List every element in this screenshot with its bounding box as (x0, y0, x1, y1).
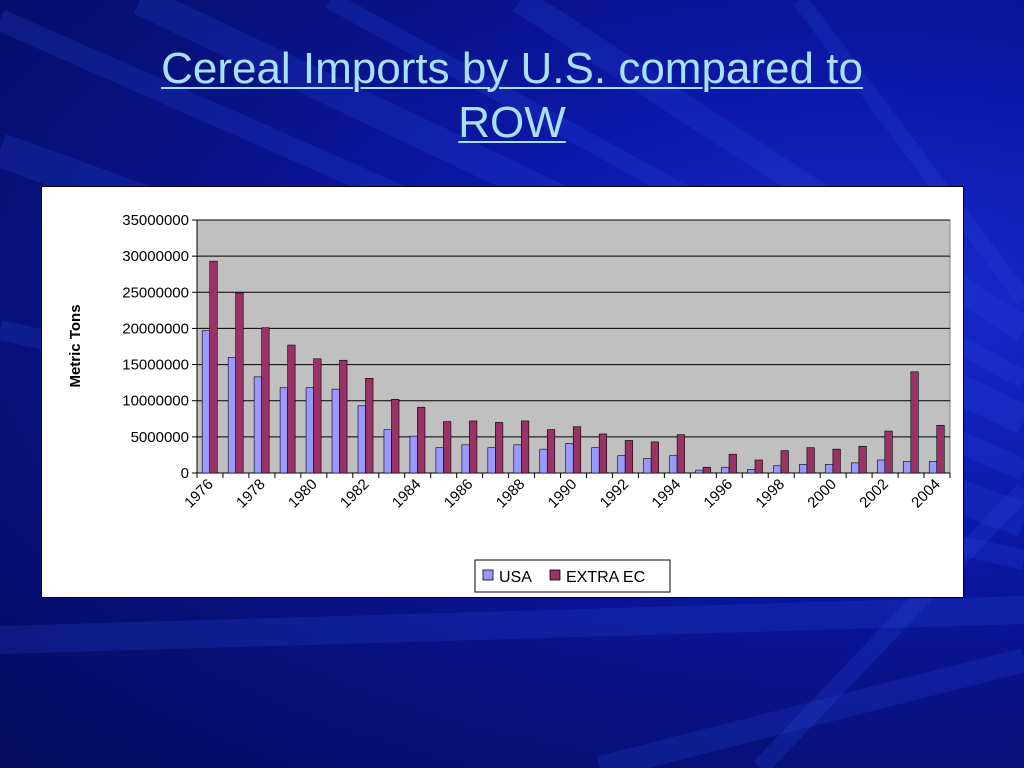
bar-extra-ec-1980 (313, 358, 322, 474)
bar-chart: 0 5000000 10000000 15000000 20000000 25000000… (67, 212, 951, 593)
bar-extra-ec-2001 (858, 445, 867, 474)
bar-extra-ec-1988 (521, 420, 530, 474)
bar-extra-ec-2004 (936, 424, 945, 474)
bar-usa-1985 (435, 447, 444, 474)
bar-usa-1979 (279, 387, 288, 474)
x-tick-label: 2002 (856, 476, 892, 512)
bar-extra-ec-2003 (910, 371, 919, 474)
x-tick-label: 1994 (649, 476, 685, 512)
x-tick-label: 1992 (597, 476, 633, 512)
bar-usa-2002 (876, 459, 886, 474)
x-tick-label: 1980 (285, 476, 321, 512)
bar-extra-ec-1979 (287, 344, 296, 474)
bar-usa-1995 (695, 469, 704, 474)
x-tick-label: 1996 (701, 476, 737, 512)
bar-usa-1998 (773, 465, 782, 474)
bar-usa-1994 (669, 455, 678, 474)
legend: USA EXTRA EC (474, 559, 671, 593)
bar-usa-1996 (721, 466, 730, 474)
bar-usa-1989 (539, 448, 548, 474)
chart-frame: 0 5000000 10000000 15000000 20000000 25000000… (41, 186, 964, 598)
bar-usa-1980 (305, 387, 314, 474)
y-axis-label: Metric Tons (67, 304, 84, 387)
x-tick-label: 1982 (337, 476, 373, 512)
bar-usa-1977 (227, 357, 236, 474)
bars (201, 260, 945, 474)
y-axis: 0 5000000 10000000 15000000 20000000 25000000… (122, 212, 198, 482)
x-tick-label: 1988 (493, 476, 529, 512)
bar-extra-ec-1992 (624, 440, 634, 474)
bar-usa-1976 (201, 330, 211, 474)
y-tick-label: 25000000 (122, 284, 189, 301)
bar-usa-2003 (902, 461, 912, 474)
bar-usa-1978 (253, 376, 262, 474)
bar-extra-ec-1993 (650, 441, 659, 474)
y-tick-label: 30000000 (122, 248, 189, 265)
bar-extra-ec-1983 (391, 398, 400, 474)
bar-usa-1992 (617, 455, 626, 474)
bar-extra-ec-1991 (598, 433, 608, 474)
bar-usa-2004 (928, 461, 938, 474)
bar-usa-1983 (383, 429, 392, 474)
slide-title: Cereal Imports by U.S. compared to ROW (161, 44, 863, 147)
bar-usa-1997 (747, 469, 756, 474)
legend-swatch-extra-ec (549, 569, 561, 581)
y-tick-label: 35000000 (122, 212, 189, 229)
x-tick-label: 1990 (545, 476, 581, 512)
x-tick-label: 2000 (804, 476, 840, 512)
bar-extra-ec-2002 (884, 430, 893, 474)
bar-extra-ec-1995 (702, 466, 711, 474)
y-tick-label: 0 (181, 465, 189, 482)
bar-extra-ec-1978 (261, 327, 270, 474)
bar-extra-ec-1996 (728, 453, 737, 474)
legend-swatch-usa (482, 569, 494, 581)
bar-extra-ec-1987 (495, 422, 504, 474)
x-tick-label: 1984 (389, 476, 425, 512)
bar-usa-1981 (331, 388, 340, 474)
bar-extra-ec-1997 (754, 459, 763, 474)
bar-extra-ec-1999 (806, 447, 815, 474)
bar-extra-ec-1981 (339, 359, 348, 474)
bar-extra-ec-1976 (209, 260, 218, 474)
x-tick-label: 1998 (752, 476, 788, 512)
bar-extra-ec-1984 (417, 406, 426, 474)
bar-usa-1986 (461, 444, 470, 474)
bar-usa-1988 (513, 444, 522, 474)
bar-usa-1990 (565, 443, 574, 474)
legend-label-usa: USA (499, 569, 532, 586)
y-tick-label: 10000000 (122, 393, 189, 410)
bar-usa-1984 (409, 435, 418, 474)
bar-usa-1999 (799, 464, 808, 474)
y-tick-label: 5000000 (131, 429, 189, 446)
bar-extra-ec-1998 (780, 450, 789, 474)
bar-extra-ec-1994 (676, 434, 685, 474)
bar-usa-2001 (851, 462, 860, 474)
bar-usa-1993 (643, 458, 652, 474)
legend-box (474, 559, 671, 593)
legend-label-extra-ec: EXTRA EC (566, 569, 645, 586)
x-tick-label: 1986 (441, 476, 477, 512)
y-tick-label: 20000000 (122, 320, 189, 337)
bar-extra-ec-1977 (235, 292, 244, 474)
bar-extra-ec-1982 (365, 378, 374, 474)
bar-usa-2000 (825, 464, 834, 474)
bar-usa-1982 (357, 405, 366, 474)
x-axis: 1976 1978 1980 1982 1984 1986 1988 1990 1992 1994… (181, 472, 951, 512)
bar-extra-ec-1985 (443, 421, 452, 474)
x-tick-label: 1978 (233, 476, 269, 512)
x-tick-label: 2004 (908, 476, 944, 512)
bar-extra-ec-2000 (832, 448, 841, 474)
bar-extra-ec-1989 (546, 429, 556, 474)
bar-usa-1991 (591, 447, 600, 474)
bar-extra-ec-1986 (469, 420, 478, 474)
y-tick-label: 15000000 (122, 357, 189, 374)
bar-usa-1987 (487, 447, 496, 474)
bar-extra-ec-1990 (572, 426, 582, 474)
